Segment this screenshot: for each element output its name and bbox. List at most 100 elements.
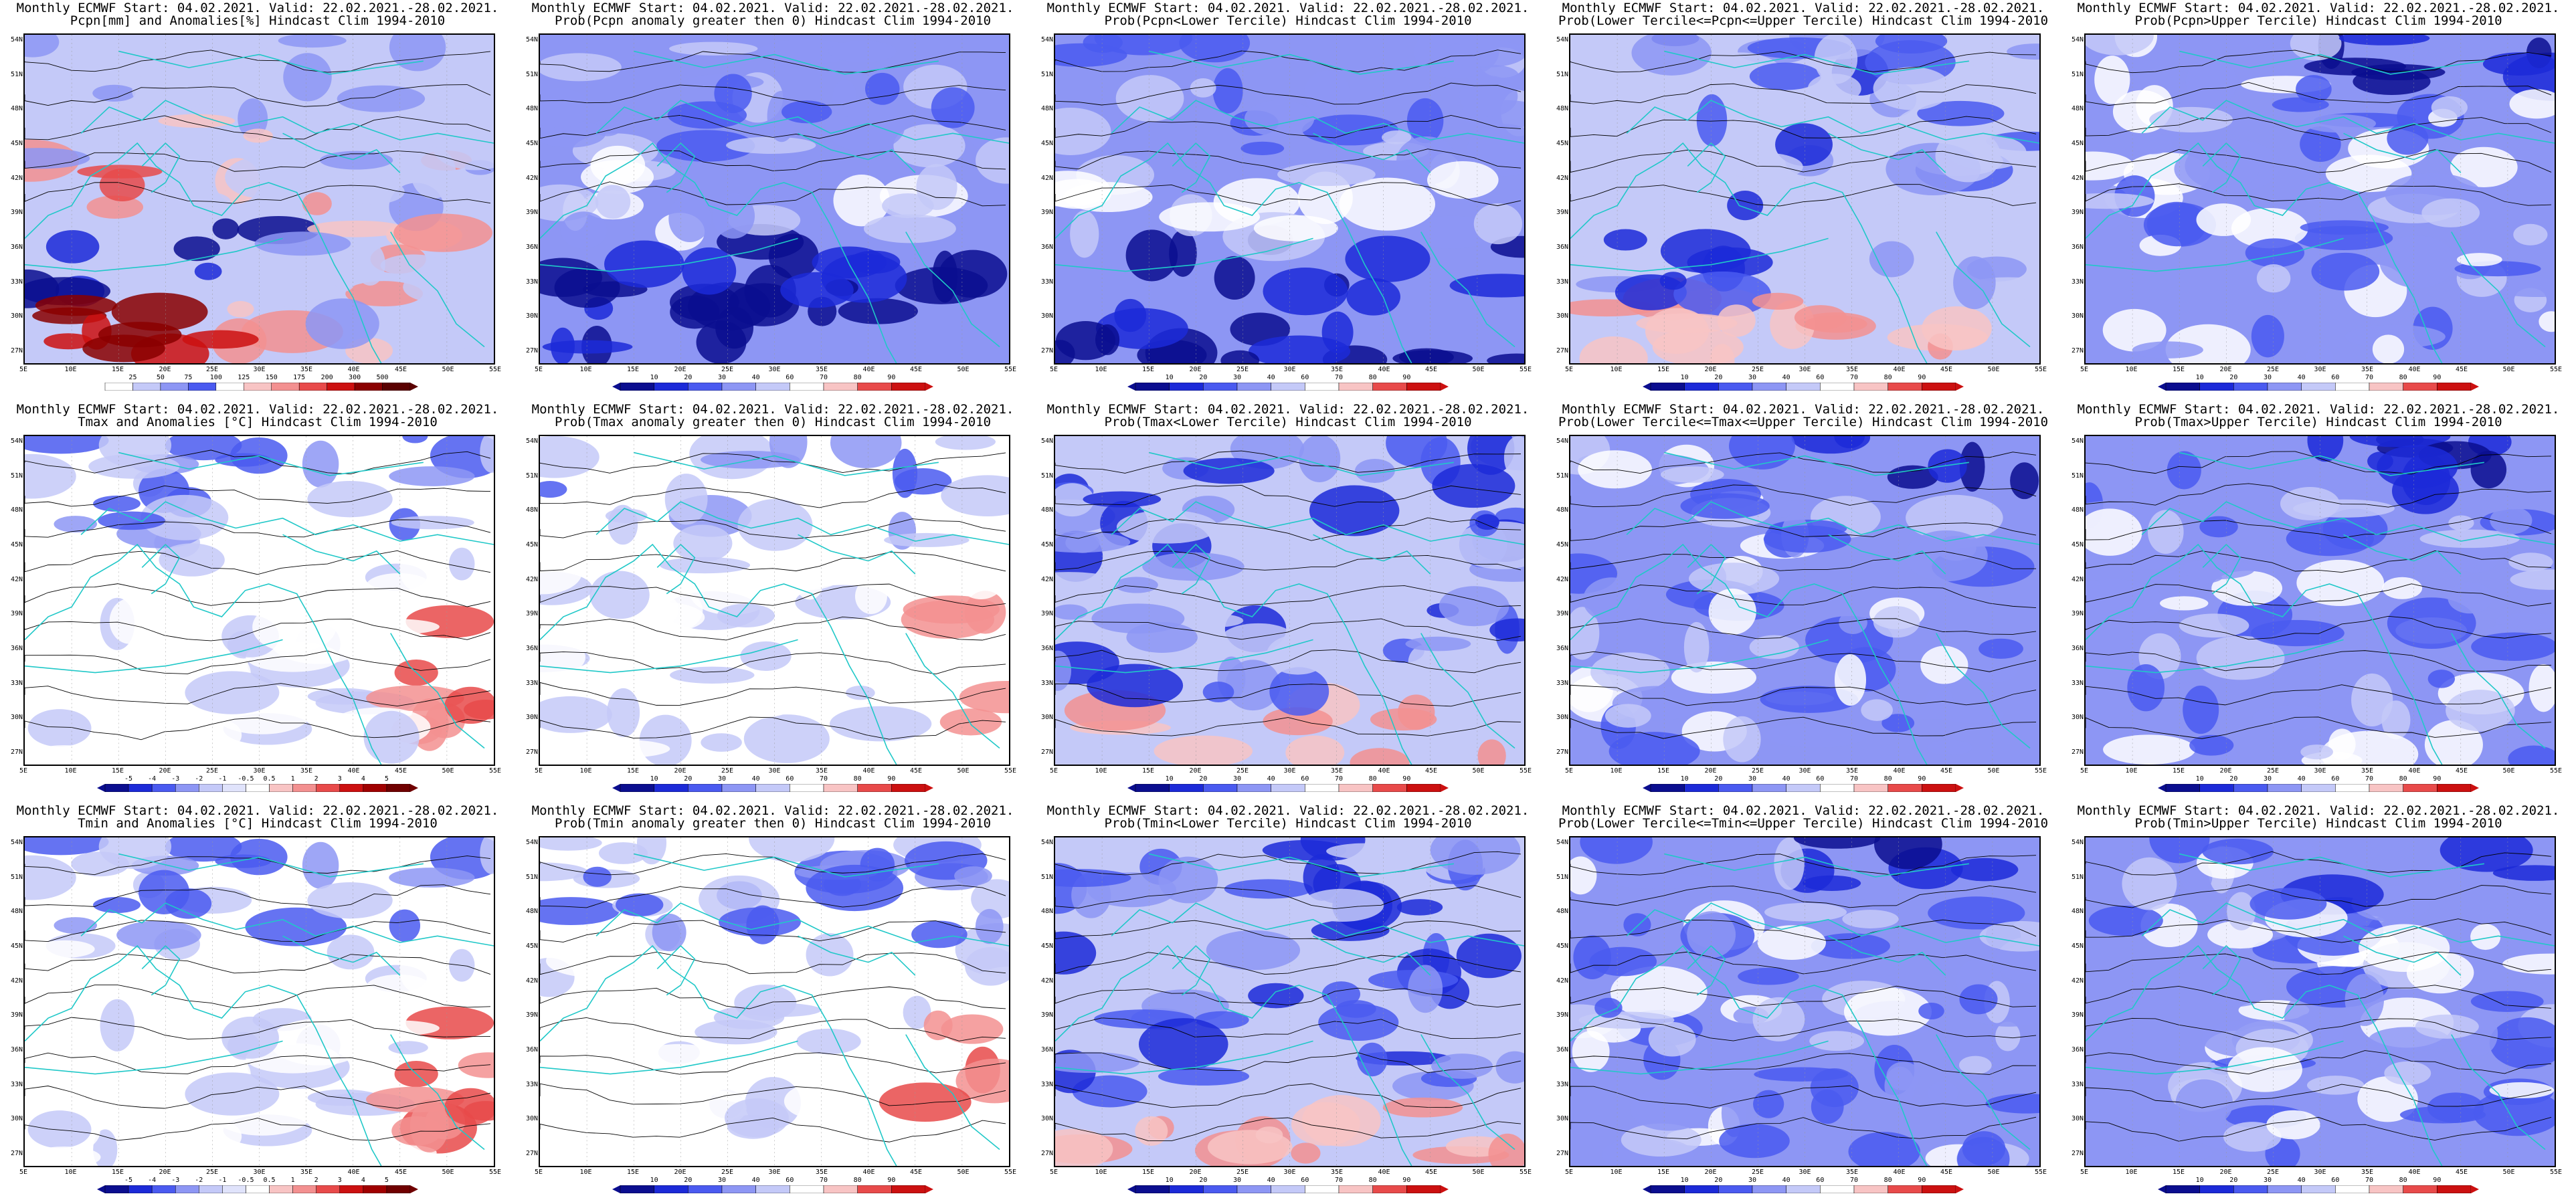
colorbar-segment — [222, 784, 246, 792]
anomaly-area — [636, 837, 667, 865]
latitude-label: 45N — [2071, 140, 2084, 147]
coastline — [1687, 142, 1726, 193]
anomaly-area — [2528, 664, 2555, 712]
anomaly-area — [355, 242, 385, 286]
contour-line — [2086, 149, 2552, 173]
anomaly-area — [2007, 43, 2039, 60]
longitude-label: 20E — [2219, 767, 2232, 775]
colorbar-segment — [2267, 383, 2302, 391]
latitude-label: 36N — [1040, 243, 1053, 251]
panel-header: Monthly ECMWF Start: 04.02.2021. Valid: … — [16, 402, 499, 417]
anomaly-area — [1299, 436, 1341, 482]
longitude-label: 50E — [1987, 1169, 2000, 1176]
colorbar-label: 90 — [2433, 1177, 2442, 1184]
latitude-label: 42N — [1556, 575, 1568, 583]
longitude-label: 5E — [2080, 1169, 2089, 1176]
anomaly-area — [1179, 35, 1251, 63]
contour-line — [1570, 951, 2037, 975]
colorbar-segment — [1888, 1185, 1922, 1193]
anomaly-area — [1645, 308, 1709, 355]
latitude-label: 48N — [1040, 908, 1053, 916]
colorbar-label: 80 — [853, 374, 862, 381]
longitude-label: 35E — [300, 1169, 313, 1176]
anomaly-area — [1206, 930, 1301, 971]
coastline — [282, 534, 401, 575]
anomaly-area — [35, 538, 95, 557]
anomaly-area — [1604, 704, 1651, 728]
anomaly-area — [719, 907, 801, 937]
anomaly-area — [605, 508, 648, 524]
latitude-label: 27N — [1040, 1150, 1053, 1157]
anomaly-area — [781, 100, 832, 124]
anomaly-area — [717, 603, 775, 627]
latitude-label: 54N — [2071, 437, 2084, 445]
panel-header: Monthly ECMWF Start: 04.02.2021. Valid: … — [531, 803, 1014, 818]
latitude-label: 36N — [2071, 243, 2084, 251]
colorbar-label: 200 — [320, 374, 333, 381]
latitude-label: 42N — [10, 174, 23, 182]
anomaly-area — [1154, 735, 1253, 765]
coastline — [1664, 452, 1969, 476]
longitude-label: 15E — [1141, 366, 1155, 373]
coastline — [1313, 534, 1431, 575]
contour-line — [1570, 618, 2037, 639]
colorbar-segment — [160, 383, 189, 391]
coastline — [390, 231, 485, 348]
coastline — [2202, 142, 2241, 193]
anomaly-area — [1291, 1142, 1321, 1164]
coastline — [1687, 543, 1726, 595]
contour-line — [1055, 550, 1522, 571]
colorbar-segment — [1922, 784, 1956, 792]
latitude-label: 54N — [1040, 839, 1053, 846]
contour-line — [540, 1117, 1006, 1142]
anomaly-area — [2539, 311, 2555, 332]
anomaly-area — [884, 532, 970, 547]
anomaly-area — [2344, 973, 2384, 1026]
latitude-label: 42N — [2071, 575, 2084, 583]
panel-title: Prob(Tmin anomaly greater then 0) Hindca… — [554, 816, 992, 831]
longitude-label: 30E — [1283, 767, 1296, 775]
anomaly-area — [830, 436, 902, 469]
coastline — [1570, 944, 1928, 1166]
anomaly-area — [540, 696, 612, 733]
anomaly-area — [2424, 720, 2483, 765]
anomaly-area — [399, 546, 431, 591]
anomaly-area — [2450, 146, 2518, 187]
contour-line — [540, 114, 1006, 139]
coastline — [634, 853, 939, 878]
latitude-label: 54N — [1556, 437, 1568, 445]
colorbar-label: 4 — [361, 775, 365, 783]
longitude-label: 5E — [19, 767, 28, 775]
anomaly-area — [1055, 1128, 1113, 1166]
anomaly-area — [2251, 314, 2284, 358]
anomaly-area — [832, 79, 857, 117]
anomaly-area — [583, 866, 612, 887]
anomaly-area — [27, 709, 92, 747]
anomaly-area — [1757, 925, 1827, 961]
colorbar — [2158, 784, 2479, 792]
latitude-label: 48N — [2071, 506, 2084, 514]
anomaly-area — [25, 148, 90, 169]
colorbar-segment — [298, 383, 327, 391]
anomaly-area — [86, 195, 144, 219]
anomaly-area — [1570, 856, 1597, 895]
latitude-label: 33N — [1040, 1080, 1053, 1088]
contour-line — [25, 884, 491, 908]
anomaly-area — [1346, 278, 1400, 316]
anomaly-area — [1396, 899, 1443, 916]
colorbar-segment — [891, 383, 926, 391]
longitude-label: 50E — [2502, 767, 2515, 775]
coastline — [656, 142, 696, 193]
latitude-label: 27N — [525, 347, 538, 355]
longitude-label: 20E — [2219, 1169, 2232, 1176]
anomaly-area — [840, 637, 885, 658]
latitude-label: 45N — [1556, 140, 1568, 147]
coastline — [2179, 452, 2484, 476]
anomaly-area — [1224, 879, 1313, 899]
coastline — [1313, 132, 1431, 173]
anomaly-area — [757, 39, 855, 64]
contour-line — [1570, 684, 2037, 706]
anomaly-area — [54, 917, 98, 934]
anomaly-area — [389, 35, 446, 72]
colorbar-segment — [1718, 784, 1753, 792]
